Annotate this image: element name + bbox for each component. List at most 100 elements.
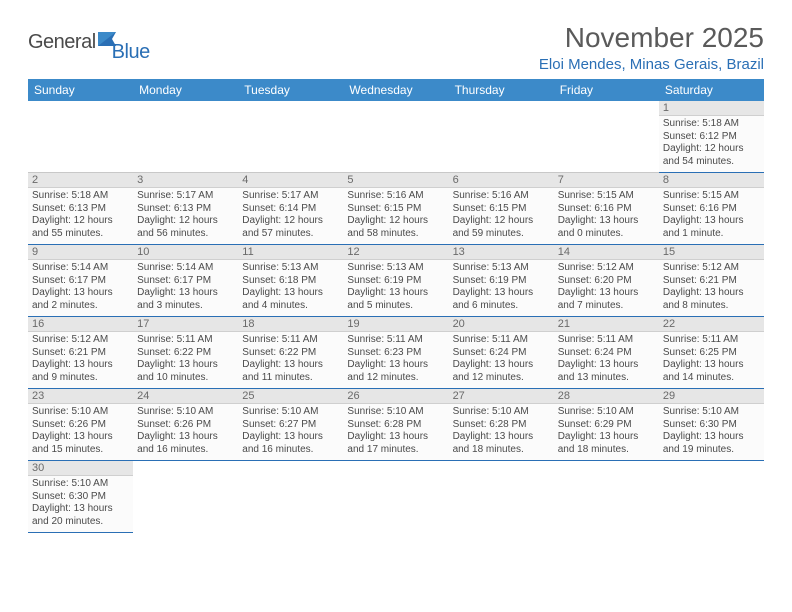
day-info: Sunrise: 5:14 AMSunset: 6:17 PMDaylight:… (137, 262, 234, 312)
calendar-cell: 22Sunrise: 5:11 AMSunset: 6:25 PMDayligh… (659, 317, 764, 389)
weekday-header: Thursday (449, 79, 554, 101)
logo-text-blue: Blue (112, 42, 150, 62)
day-number: 4 (238, 173, 343, 188)
day-number: 10 (133, 245, 238, 260)
day-info: Sunrise: 5:10 AMSunset: 6:26 PMDaylight:… (32, 406, 129, 456)
day-info: Sunrise: 5:10 AMSunset: 6:30 PMDaylight:… (663, 406, 760, 456)
calendar-cell: 9 Sunrise: 5:14 AMSunset: 6:17 PMDaylight… (28, 245, 133, 317)
calendar-week: 9 Sunrise: 5:14 AMSunset: 6:17 PMDaylight… (28, 245, 764, 317)
calendar-cell (554, 461, 659, 533)
day-number: 13 (449, 245, 554, 260)
day-info: Sunrise: 5:11 AMSunset: 6:25 PMDaylight:… (663, 334, 760, 384)
calendar-cell: 17 Sunrise: 5:11 AMSunset: 6:22 PMDayligh… (133, 317, 238, 389)
day-number: 27 (449, 389, 554, 404)
calendar-cell: 2 Sunrise: 5:18 AMSunset: 6:13 PMDaylight… (28, 173, 133, 245)
weekday-header: Tuesday (238, 79, 343, 101)
calendar-cell: 12 Sunrise: 5:13 AMSunset: 6:19 PMDayligh… (343, 245, 448, 317)
calendar-cell (343, 461, 448, 533)
day-number: 11 (238, 245, 343, 260)
calendar-cell: 23 Sunrise: 5:10 AMSunset: 6:26 PMDayligh… (28, 389, 133, 461)
calendar-cell (238, 101, 343, 173)
day-number: 1 (659, 101, 764, 116)
day-number: 9 (28, 245, 133, 260)
day-info: Sunrise: 5:12 AMSunset: 6:21 PMDaylight:… (663, 262, 760, 312)
calendar-cell: 21Sunrise: 5:11 AMSunset: 6:24 PMDayligh… (554, 317, 659, 389)
calendar-cell (238, 461, 343, 533)
day-info: Sunrise: 5:10 AMSunset: 6:30 PMDaylight:… (32, 478, 129, 528)
weekday-header: Wednesday (343, 79, 448, 101)
calendar-week: 2 Sunrise: 5:18 AMSunset: 6:13 PMDaylight… (28, 173, 764, 245)
day-info: Sunrise: 5:16 AMSunset: 6:15 PMDaylight:… (453, 190, 550, 240)
calendar-cell: 30 Sunrise: 5:10 AMSunset: 6:30 PMDayligh… (28, 461, 133, 533)
day-info: Sunrise: 5:15 AMSunset: 6:16 PMDaylight:… (558, 190, 655, 240)
day-number: 8 (659, 173, 764, 188)
day-info: Sunrise: 5:11 AMSunset: 6:22 PMDaylight:… (242, 334, 339, 384)
weekday-header: Saturday (659, 79, 764, 101)
weekday-header: Monday (133, 79, 238, 101)
calendar-cell: 29 Sunrise: 5:10 AMSunset: 6:30 PMDayligh… (659, 389, 764, 461)
weekday-header-row: Sunday Monday Tuesday Wednesday Thursday… (28, 79, 764, 101)
day-number: 7 (554, 173, 659, 188)
day-number: 24 (133, 389, 238, 404)
day-info: Sunrise: 5:13 AMSunset: 6:19 PMDaylight:… (453, 262, 550, 312)
calendar-week: 1 Sunrise: 5:18 AMSunset: 6:12 PMDaylight… (28, 101, 764, 173)
calendar-table: Sunday Monday Tuesday Wednesday Thursday… (28, 79, 764, 533)
day-number: 20 (449, 317, 554, 332)
day-number: 2 (28, 173, 133, 188)
calendar-cell: 1 Sunrise: 5:18 AMSunset: 6:12 PMDaylight… (659, 101, 764, 173)
calendar-cell: 18 Sunrise: 5:11 AMSunset: 6:22 PMDayligh… (238, 317, 343, 389)
calendar-cell (133, 461, 238, 533)
day-number: 18 (238, 317, 343, 332)
day-number: 25 (238, 389, 343, 404)
calendar-cell: 20 Sunrise: 5:11 AMSunset: 6:24 PMDayligh… (449, 317, 554, 389)
calendar-cell (554, 101, 659, 173)
calendar-cell: 25Sunrise: 5:10 AMSunset: 6:27 PMDayligh… (238, 389, 343, 461)
day-info: Sunrise: 5:14 AMSunset: 6:17 PMDaylight:… (32, 262, 129, 312)
day-number: 26 (343, 389, 448, 404)
day-number: 12 (343, 245, 448, 260)
page: General Blue November 2025 Eloi Mendes, … (0, 0, 792, 533)
day-info: Sunrise: 5:10 AMSunset: 6:26 PMDaylight:… (137, 406, 234, 456)
calendar-cell: 6 Sunrise: 5:16 AMSunset: 6:15 PMDaylight… (449, 173, 554, 245)
day-number: 30 (28, 461, 133, 476)
day-info: Sunrise: 5:17 AMSunset: 6:14 PMDaylight:… (242, 190, 339, 240)
day-info: Sunrise: 5:13 AMSunset: 6:19 PMDaylight:… (347, 262, 444, 312)
calendar-week: 30 Sunrise: 5:10 AMSunset: 6:30 PMDayligh… (28, 461, 764, 533)
day-number: 6 (449, 173, 554, 188)
calendar-cell: 24 Sunrise: 5:10 AMSunset: 6:26 PMDayligh… (133, 389, 238, 461)
calendar-cell: 10 Sunrise: 5:14 AMSunset: 6:17 PMDayligh… (133, 245, 238, 317)
day-info: Sunrise: 5:11 AMSunset: 6:22 PMDaylight:… (137, 334, 234, 384)
calendar-cell: 26 Sunrise: 5:10 AMSunset: 6:28 PMDayligh… (343, 389, 448, 461)
calendar-cell: 14 Sunrise: 5:12 AMSunset: 6:20 PMDayligh… (554, 245, 659, 317)
logo-text-general: General (28, 32, 96, 52)
day-info: Sunrise: 5:18 AMSunset: 6:12 PMDaylight:… (663, 118, 760, 168)
day-number: 14 (554, 245, 659, 260)
day-info: Sunrise: 5:11 AMSunset: 6:24 PMDaylight:… (558, 334, 655, 384)
calendar-cell: 13 Sunrise: 5:13 AMSunset: 6:19 PMDayligh… (449, 245, 554, 317)
day-info: Sunrise: 5:18 AMSunset: 6:13 PMDaylight:… (32, 190, 129, 240)
calendar-cell: 4 Sunrise: 5:17 AMSunset: 6:14 PMDaylight… (238, 173, 343, 245)
day-number: 3 (133, 173, 238, 188)
calendar-cell (659, 461, 764, 533)
calendar-cell (28, 101, 133, 173)
weekday-header: Friday (554, 79, 659, 101)
weekday-header: Sunday (28, 79, 133, 101)
day-number: 29 (659, 389, 764, 404)
title-block: November 2025 Eloi Mendes, Minas Gerais,… (539, 22, 764, 73)
day-info: Sunrise: 5:10 AMSunset: 6:28 PMDaylight:… (453, 406, 550, 456)
day-info: Sunrise: 5:12 AMSunset: 6:21 PMDaylight:… (32, 334, 129, 384)
day-info: Sunrise: 5:10 AMSunset: 6:29 PMDaylight:… (558, 406, 655, 456)
calendar-cell (449, 101, 554, 173)
calendar-cell: 5Sunrise: 5:16 AMSunset: 6:15 PMDaylight… (343, 173, 448, 245)
day-info: Sunrise: 5:11 AMSunset: 6:24 PMDaylight:… (453, 334, 550, 384)
calendar-body: 1 Sunrise: 5:18 AMSunset: 6:12 PMDaylight… (28, 101, 764, 533)
day-number: 17 (133, 317, 238, 332)
day-info: Sunrise: 5:13 AMSunset: 6:18 PMDaylight:… (242, 262, 339, 312)
day-info: Sunrise: 5:16 AMSunset: 6:15 PMDaylight:… (347, 190, 444, 240)
calendar-cell: 19Sunrise: 5:11 AMSunset: 6:23 PMDayligh… (343, 317, 448, 389)
day-info: Sunrise: 5:17 AMSunset: 6:13 PMDaylight:… (137, 190, 234, 240)
day-info: Sunrise: 5:10 AMSunset: 6:28 PMDaylight:… (347, 406, 444, 456)
day-info: Sunrise: 5:11 AMSunset: 6:23 PMDaylight:… (347, 334, 444, 384)
day-number: 23 (28, 389, 133, 404)
day-info: Sunrise: 5:12 AMSunset: 6:20 PMDaylight:… (558, 262, 655, 312)
